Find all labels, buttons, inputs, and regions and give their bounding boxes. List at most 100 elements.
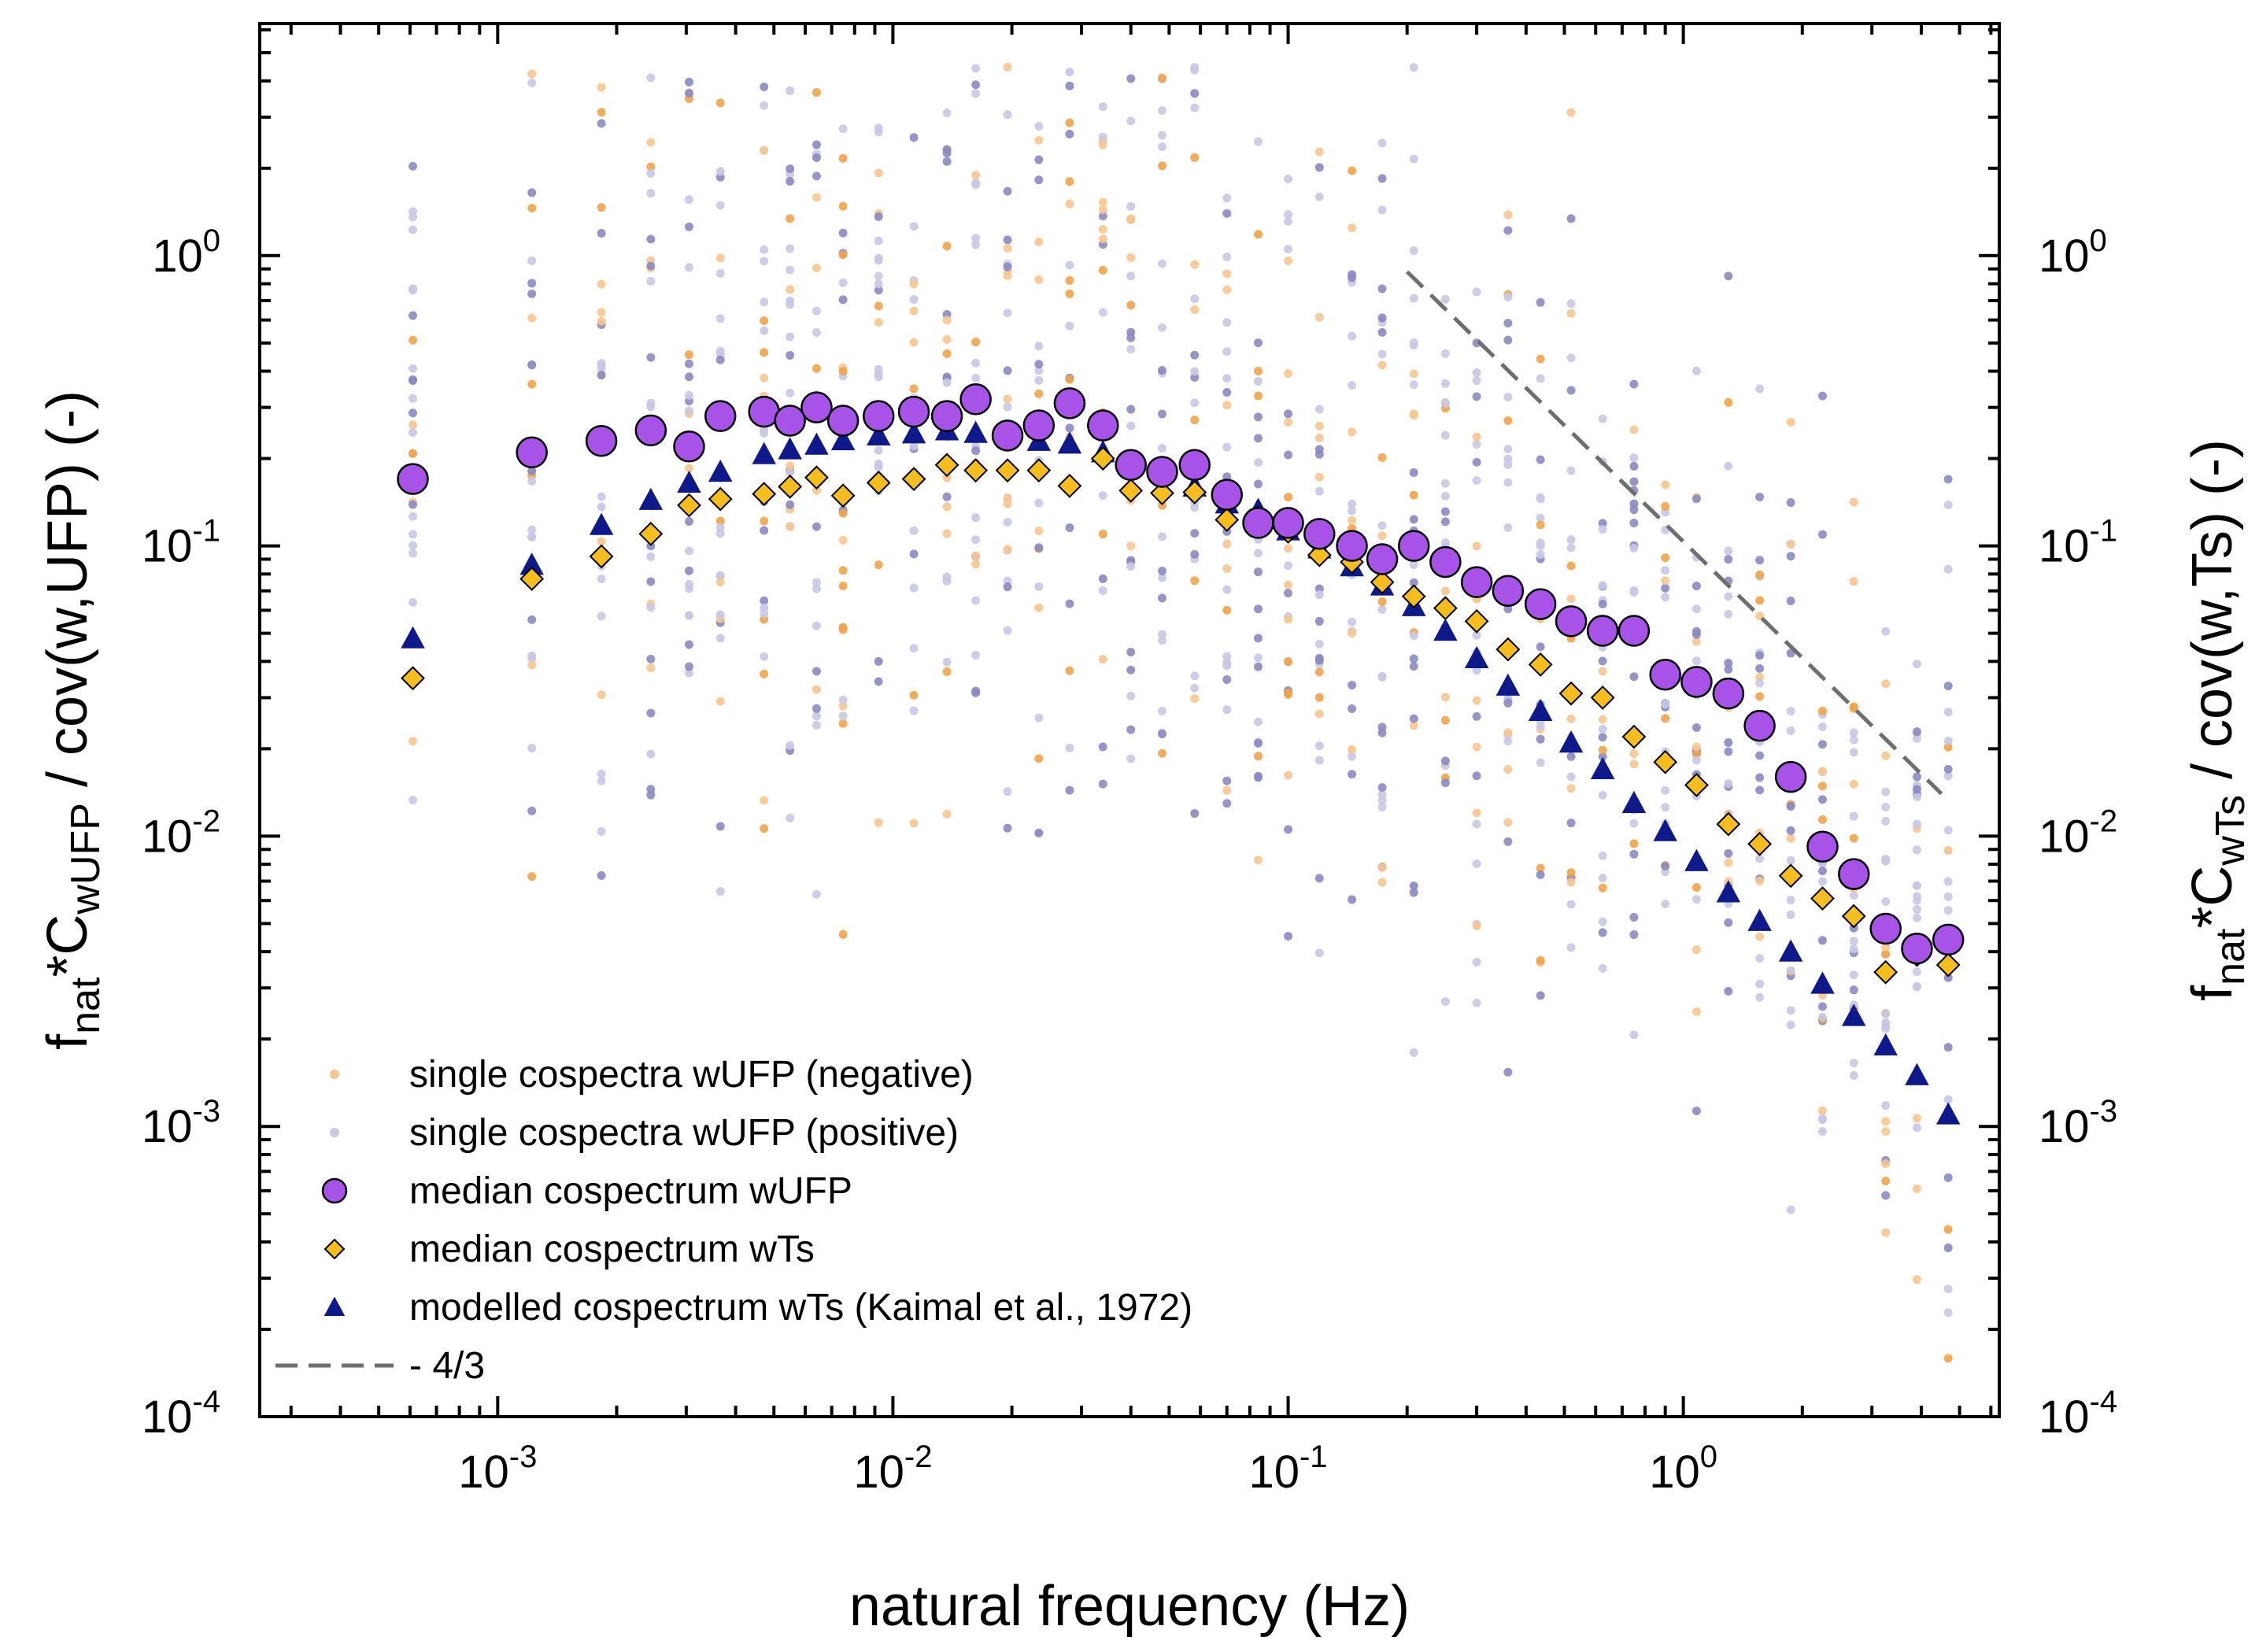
single-cospectrum-positive-point — [1348, 617, 1357, 626]
median-wufp-point — [1869, 912, 1902, 945]
single-cospectrum-negative-point — [1377, 360, 1387, 370]
single-cospectrum-positive-point — [971, 535, 981, 545]
single-cospectrum-positive-point — [1536, 734, 1545, 744]
single-cospectrum-negative-point — [1348, 224, 1357, 233]
single-cospectrum-positive-point — [1912, 734, 1921, 743]
single-cospectrum-negative-point — [597, 203, 606, 213]
single-cospectrum-positive-point — [1222, 387, 1232, 397]
single-cospectrum-positive-point — [1598, 414, 1607, 423]
y-left-tail: / cov(w,UFP) (-) — [36, 390, 99, 803]
single-cospectrum-negative-point — [1377, 453, 1387, 462]
single-cospectrum-positive-point — [1034, 498, 1044, 508]
single-cospectrum-negative-point — [1472, 541, 1481, 551]
single-cospectrum-positive-point — [684, 372, 693, 382]
single-cospectrum-negative-point — [1126, 253, 1136, 262]
single-cospectrum-negative-point — [1314, 709, 1324, 719]
single-cospectrum-positive-point — [1003, 235, 1012, 245]
single-cospectrum-positive-point — [1724, 592, 1733, 601]
single-cospectrum-positive-point — [1126, 691, 1136, 700]
single-cospectrum-positive-point — [971, 513, 981, 523]
single-cospectrum-positive-point — [1691, 366, 1701, 375]
median-wts-point — [995, 458, 1020, 483]
single-cospectrum-negative-point — [838, 250, 848, 260]
single-cospectrum-positive-point — [1440, 756, 1450, 766]
single-cospectrum-positive-point — [1284, 216, 1293, 226]
single-cospectrum-positive-point — [1314, 616, 1324, 626]
median-wufp-point — [1649, 658, 1681, 691]
single-cospectrum-positive-point — [874, 286, 883, 295]
single-cospectrum-negative-point — [1881, 1177, 1891, 1186]
single-cospectrum-negative-point — [971, 170, 981, 179]
single-cospectrum-positive-point — [1566, 819, 1576, 828]
single-cospectrum-positive-point — [1661, 899, 1670, 908]
median-wufp-point — [704, 400, 737, 432]
single-cospectrum-positive-point — [760, 82, 769, 91]
single-cospectrum-positive-point — [838, 295, 848, 305]
single-cospectrum-positive-point — [812, 889, 821, 899]
single-cospectrum-positive-point — [1157, 567, 1166, 576]
single-cospectrum-negative-point — [1566, 108, 1576, 117]
single-cospectrum-positive-point — [1912, 727, 1921, 737]
single-cospectrum-positive-point — [1881, 1022, 1891, 1031]
single-cospectrum-negative-point — [786, 522, 795, 531]
single-cospectrum-positive-point — [1314, 590, 1324, 600]
single-cospectrum-positive-point — [1409, 560, 1418, 569]
single-cospectrum-positive-point — [1314, 405, 1324, 414]
single-cospectrum-positive-point — [1503, 335, 1513, 345]
single-cospectrum-negative-point — [1691, 1007, 1701, 1016]
single-cospectrum-negative-point — [1065, 666, 1074, 675]
single-cospectrum-positive-point — [1126, 648, 1136, 657]
single-cospectrum-positive-point — [1598, 524, 1607, 534]
single-cospectrum-positive-point — [1254, 412, 1263, 422]
median-wts-point — [1026, 458, 1052, 483]
single-cospectrum-negative-point — [409, 420, 418, 430]
single-cospectrum-positive-point — [1222, 705, 1232, 715]
single-cospectrum-positive-point — [1912, 904, 1921, 914]
modelled-wts-point — [1590, 756, 1615, 780]
single-cospectrum-negative-point — [1817, 1106, 1827, 1115]
single-cospectrum-positive-point — [715, 201, 725, 210]
single-cospectrum-positive-point — [1348, 752, 1357, 761]
single-cospectrum-negative-point — [942, 473, 952, 482]
single-cospectrum-positive-point — [1755, 492, 1765, 501]
single-cospectrum-positive-point — [1912, 881, 1921, 890]
single-cospectrum-positive-point — [1503, 698, 1513, 708]
modelled-wts-point — [1621, 790, 1647, 814]
single-cospectrum-positive-point — [1849, 748, 1858, 757]
single-cospectrum-positive-point — [1440, 491, 1450, 501]
single-cospectrum-negative-point — [1881, 1117, 1891, 1126]
single-cospectrum-negative-point — [1377, 597, 1387, 607]
single-cospectrum-negative-point — [909, 690, 919, 700]
single-cospectrum-positive-point — [1536, 494, 1545, 504]
single-cospectrum-negative-point — [1472, 432, 1481, 442]
single-cospectrum-positive-point — [1566, 900, 1576, 909]
single-cospectrum-negative-point — [1190, 153, 1200, 162]
y-tick-label-right-exponent: -4 — [2090, 1384, 2118, 1419]
single-cospectrum-positive-point — [1222, 652, 1232, 661]
single-cospectrum-positive-point — [1536, 758, 1545, 767]
single-cospectrum-positive-point — [1755, 751, 1765, 760]
single-cospectrum-negative-point — [1098, 655, 1107, 664]
single-cospectrum-positive-point — [1126, 754, 1136, 763]
single-cospectrum-positive-point — [1943, 764, 1953, 774]
single-cospectrum-positive-point — [1691, 1106, 1701, 1115]
median-wts-point — [677, 493, 701, 518]
single-cospectrum-positive-point — [909, 295, 919, 305]
single-cospectrum-positive-point — [971, 650, 981, 660]
single-cospectrum-positive-point — [1314, 192, 1324, 201]
single-cospectrum-negative-point — [1348, 629, 1357, 638]
single-cospectrum-positive-point — [1912, 819, 1921, 829]
single-cospectrum-positive-point — [1566, 353, 1576, 363]
modelled-wts-point — [677, 470, 701, 493]
single-cospectrum-positive-point — [1222, 209, 1232, 218]
single-cospectrum-positive-point — [1881, 787, 1891, 796]
single-cospectrum-negative-point — [409, 737, 418, 746]
median-wufp-point — [1303, 518, 1336, 550]
single-cospectrum-positive-point — [1157, 409, 1166, 419]
modelled-wts-point — [1935, 1102, 1961, 1125]
single-cospectrum-positive-point — [1629, 499, 1639, 508]
single-cospectrum-negative-point — [1126, 214, 1136, 224]
single-cospectrum-negative-point — [1098, 235, 1107, 244]
single-cospectrum-positive-point — [1536, 722, 1545, 731]
single-cospectrum-positive-point — [1098, 586, 1107, 595]
